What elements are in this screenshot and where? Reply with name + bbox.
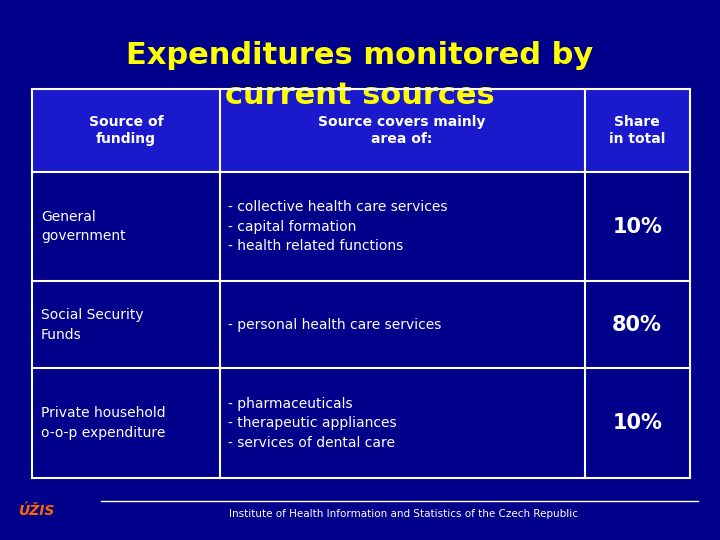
Text: ÚŽIS: ÚŽIS <box>18 504 54 518</box>
Text: 10%: 10% <box>612 217 662 237</box>
Text: Expenditures monitored by
current sources: Expenditures monitored by current source… <box>127 40 593 110</box>
Text: Source of
funding: Source of funding <box>89 115 163 146</box>
Bar <box>32 172 690 281</box>
Text: - personal health care services: - personal health care services <box>228 318 442 332</box>
Text: General
government: General government <box>41 210 126 244</box>
Text: 10%: 10% <box>612 413 662 433</box>
Text: Institute of Health Information and Statistics of the Czech Republic: Institute of Health Information and Stat… <box>229 509 577 519</box>
Text: 80%: 80% <box>612 315 662 335</box>
Text: Share
in total: Share in total <box>609 115 665 146</box>
Bar <box>32 89 690 172</box>
Text: Social Security
Funds: Social Security Funds <box>41 308 144 342</box>
Text: - collective health care services
- capital formation
- health related functions: - collective health care services - capi… <box>228 200 448 253</box>
Text: Source covers mainly
area of:: Source covers mainly area of: <box>318 115 486 146</box>
Text: Private household
o-o-p expenditure: Private household o-o-p expenditure <box>41 406 166 440</box>
Text: - pharmaceuticals
- therapeutic appliances
- services of dental care: - pharmaceuticals - therapeutic applianc… <box>228 396 397 450</box>
Bar <box>32 368 690 478</box>
Bar <box>32 281 690 368</box>
